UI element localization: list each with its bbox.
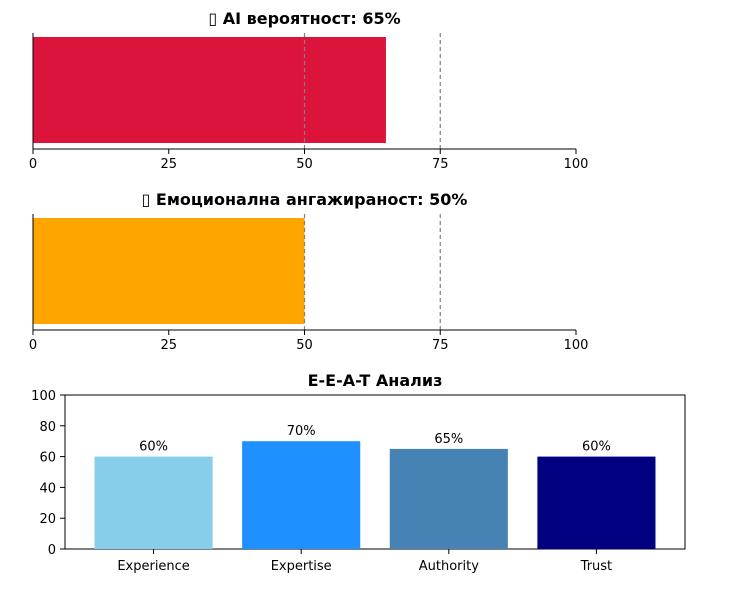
x-tick-label: 75 [432, 338, 449, 353]
emotional-engagement-title: ▯ Емоционална ангажираност: 50% [142, 190, 468, 209]
ai-probability-chart: ▯ AI вероятност: 65% 0 25 50 75 100 [29, 9, 589, 172]
x-tick-label: 25 [160, 338, 177, 353]
x-tick-label: Experience [117, 559, 190, 574]
x-tick-label: 50 [296, 338, 313, 353]
y-tick-label: 20 [39, 512, 56, 527]
x-tick-label: 50 [296, 157, 313, 172]
emotional-engagement-plot: 0 25 50 75 100 [29, 214, 589, 353]
data-label: 70% [287, 424, 316, 439]
y-tick-label: 80 [39, 420, 56, 435]
x-tick-label: Expertise [271, 559, 332, 574]
y-tick-label: 0 [48, 543, 56, 558]
x-tick-label: 75 [432, 157, 449, 172]
eeat-chart: E-E-A-T Анализ 0 20 40 60 80 100 60% Experience… [31, 371, 686, 574]
x-tick-label: Authority [419, 559, 479, 574]
x-tick-label: 0 [29, 157, 37, 172]
bar-authority [389, 448, 508, 549]
y-tick-label: 60 [39, 451, 56, 466]
y-tick-label: 40 [39, 481, 56, 496]
data-label: 65% [434, 432, 463, 447]
bar-experience [94, 456, 213, 549]
data-label: 60% [139, 440, 168, 455]
ai-probability-plot: 0 25 50 75 100 [29, 33, 589, 172]
eeat-title: E-E-A-T Анализ [308, 371, 443, 390]
eeat-plot: 0 20 40 60 80 100 60% Experience 70% Expertise 65%… [31, 389, 686, 574]
bar-expertise [242, 441, 361, 549]
x-tick-label: 0 [29, 338, 37, 353]
x-tick-label: 25 [160, 157, 177, 172]
bar [33, 218, 305, 324]
bar-trust [537, 456, 656, 549]
x-tick-label: 100 [564, 338, 589, 353]
x-tick-label: Trust [580, 559, 612, 574]
emotional-engagement-chart: ▯ Емоционална ангажираност: 50% 0 25 50 75 1… [29, 190, 589, 353]
data-label: 60% [582, 440, 611, 455]
ai-probability-title: ▯ AI вероятност: 65% [208, 9, 400, 28]
y-tick-label: 100 [31, 389, 56, 404]
x-tick-label: 100 [564, 157, 589, 172]
bar [33, 37, 386, 143]
plot-frame [64, 394, 686, 550]
